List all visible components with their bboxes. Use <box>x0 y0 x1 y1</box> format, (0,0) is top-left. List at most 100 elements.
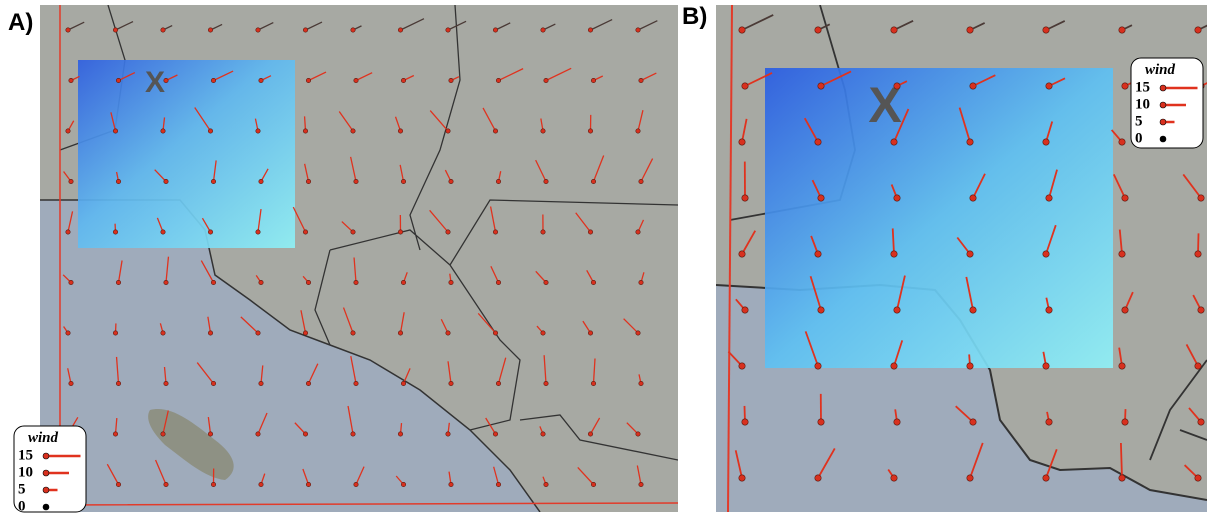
wind-dot <box>66 331 70 335</box>
wind-dot <box>496 381 500 385</box>
wind-dot <box>116 179 120 183</box>
wind-dot <box>116 78 120 82</box>
legend-dot <box>43 487 49 493</box>
wind-dot <box>1043 363 1049 369</box>
wind-dot <box>970 307 976 313</box>
panel-label: A) <box>8 9 33 36</box>
wind-dot <box>1122 195 1128 201</box>
wind-dot <box>591 482 595 486</box>
wind-dot <box>1198 307 1204 313</box>
wind-dot <box>639 78 643 82</box>
wind-dot <box>1195 27 1201 33</box>
legend-value: 0 <box>18 498 26 514</box>
wind-dot <box>306 78 310 82</box>
wind-dot <box>894 83 900 89</box>
legend-title: wind <box>1145 62 1176 78</box>
wind-dot <box>544 482 548 486</box>
wind-dot <box>591 78 595 82</box>
wind-dot <box>401 280 405 284</box>
wind-dot <box>493 331 497 335</box>
wind-dot <box>636 432 640 436</box>
wind-dot <box>1046 83 1052 89</box>
wind-dot <box>1043 475 1049 481</box>
wind-dot <box>894 307 900 313</box>
wind-dot <box>742 419 748 425</box>
wind-dot <box>541 331 545 335</box>
wind-dot <box>446 28 450 32</box>
legend-dot <box>43 504 49 510</box>
wind-dot <box>815 27 821 33</box>
wind-dot <box>639 280 643 284</box>
wind-dot <box>639 482 643 486</box>
wind-dot <box>541 432 545 436</box>
wind-dot <box>739 27 745 33</box>
wind-dot <box>256 230 260 234</box>
wind-dot <box>211 78 215 82</box>
wind-dot <box>208 129 212 133</box>
wind-dot <box>259 381 263 385</box>
legend-dot <box>1160 102 1166 108</box>
legend-value: 5 <box>18 481 26 497</box>
wind-dot <box>636 28 640 32</box>
wind-dot <box>211 482 215 486</box>
legend-dot <box>1160 136 1166 142</box>
wind-dot <box>739 475 745 481</box>
wind-dot <box>69 78 73 82</box>
wind-dot <box>449 78 453 82</box>
wind-dot <box>636 331 640 335</box>
wind-dot <box>967 475 973 481</box>
wind-dot <box>588 432 592 436</box>
wind-dot <box>306 381 310 385</box>
legend-value: 10 <box>1135 96 1150 112</box>
wind-dot <box>398 28 402 32</box>
wind-dot <box>306 280 310 284</box>
wind-dot <box>113 28 117 32</box>
wind-dot <box>116 280 120 284</box>
wind-dot <box>113 230 117 234</box>
wind-dot <box>591 381 595 385</box>
wind-dot <box>351 28 355 32</box>
wind-dot <box>398 129 402 133</box>
figure: X X A) B) wind151050 wind151050 <box>0 0 1213 518</box>
wind-dot <box>967 251 973 257</box>
wind-dot <box>1195 251 1201 257</box>
wind-dot <box>401 179 405 183</box>
wind-dot <box>164 482 168 486</box>
wind-dot <box>401 78 405 82</box>
wind-dot <box>449 381 453 385</box>
wind-dot <box>967 363 973 369</box>
wind-dot <box>306 482 310 486</box>
wind-dot <box>449 179 453 183</box>
legend-value: 0 <box>1135 130 1143 146</box>
wind-dot <box>636 129 640 133</box>
wind-dot <box>1043 251 1049 257</box>
legend-value: 10 <box>18 464 33 480</box>
wind-dot <box>970 419 976 425</box>
wind-dot <box>970 83 976 89</box>
wind-dot <box>541 230 545 234</box>
wind-dot <box>588 331 592 335</box>
wind-dot <box>1195 363 1201 369</box>
wind-dot <box>113 129 117 133</box>
wind-dot <box>588 230 592 234</box>
wind-dot <box>639 179 643 183</box>
wind-dot <box>1046 419 1052 425</box>
wind-dot <box>891 27 897 33</box>
wind-dot <box>164 78 168 82</box>
wind-dot <box>398 432 402 436</box>
wind-dot <box>894 195 900 201</box>
wind-dot <box>1195 475 1201 481</box>
wind-dot <box>69 179 73 183</box>
wind-dot <box>211 179 215 183</box>
wind-dot <box>1122 307 1128 313</box>
wind-dot <box>116 482 120 486</box>
wind-dot <box>1119 251 1125 257</box>
wind-dot <box>354 381 358 385</box>
wind-dot <box>351 230 355 234</box>
wind-dot <box>818 307 824 313</box>
wind-dot <box>164 179 168 183</box>
wind-dot <box>742 83 748 89</box>
wind-dot <box>1043 139 1049 145</box>
wind-dot <box>116 381 120 385</box>
wind-dot <box>493 432 497 436</box>
